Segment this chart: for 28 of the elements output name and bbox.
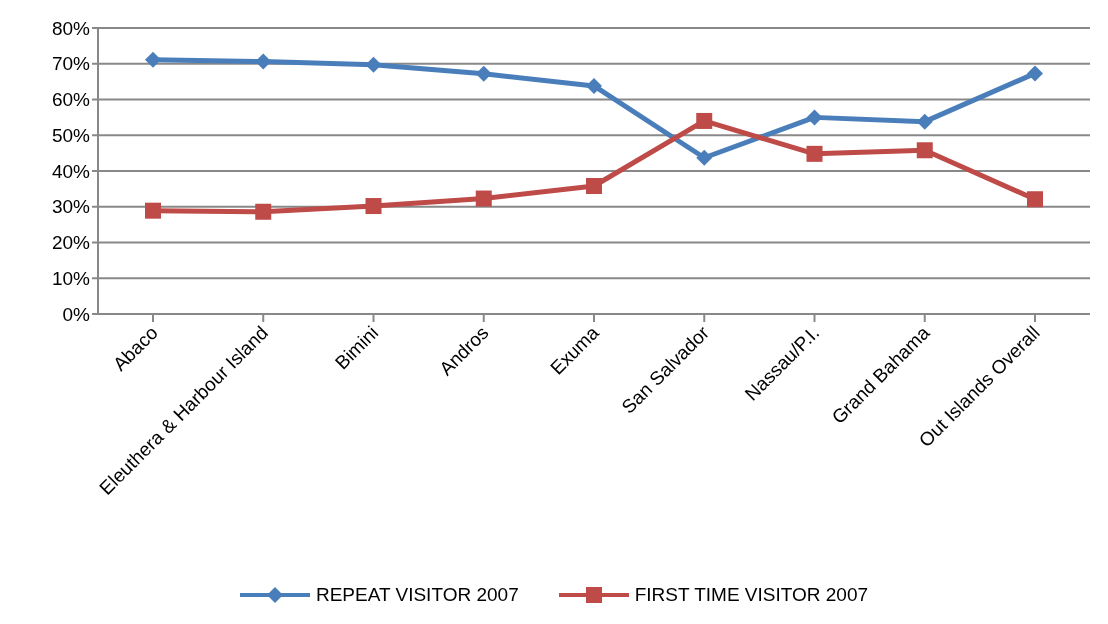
y-tick-label: 60% (51, 89, 91, 111)
point (586, 178, 602, 195)
y-tick-label: 10% (51, 267, 91, 289)
y-tick-label: 50% (51, 124, 91, 146)
point (475, 65, 492, 82)
point (586, 77, 602, 94)
point (365, 56, 382, 73)
point (145, 202, 161, 219)
point (255, 53, 272, 70)
y-tick-label: 40% (51, 160, 91, 182)
point (255, 203, 272, 220)
y-tick-label: 70% (51, 53, 91, 75)
y-tick-label: 20% (51, 232, 91, 254)
point (145, 51, 161, 68)
legend-label: REPEAT VISITOR 2007 (314, 584, 519, 606)
point (696, 149, 713, 166)
y-tick-label: 80% (51, 17, 91, 39)
point (1027, 191, 1043, 208)
point (365, 198, 382, 215)
point (806, 145, 823, 162)
point (1027, 65, 1043, 82)
y-tick-label: 30% (51, 196, 91, 218)
point (916, 142, 933, 159)
y-tick-label: 0% (62, 303, 91, 325)
point (475, 190, 492, 207)
point (696, 112, 713, 129)
point (806, 109, 823, 126)
legend-label: FIRST TIME VISITOR 2007 (633, 584, 869, 606)
